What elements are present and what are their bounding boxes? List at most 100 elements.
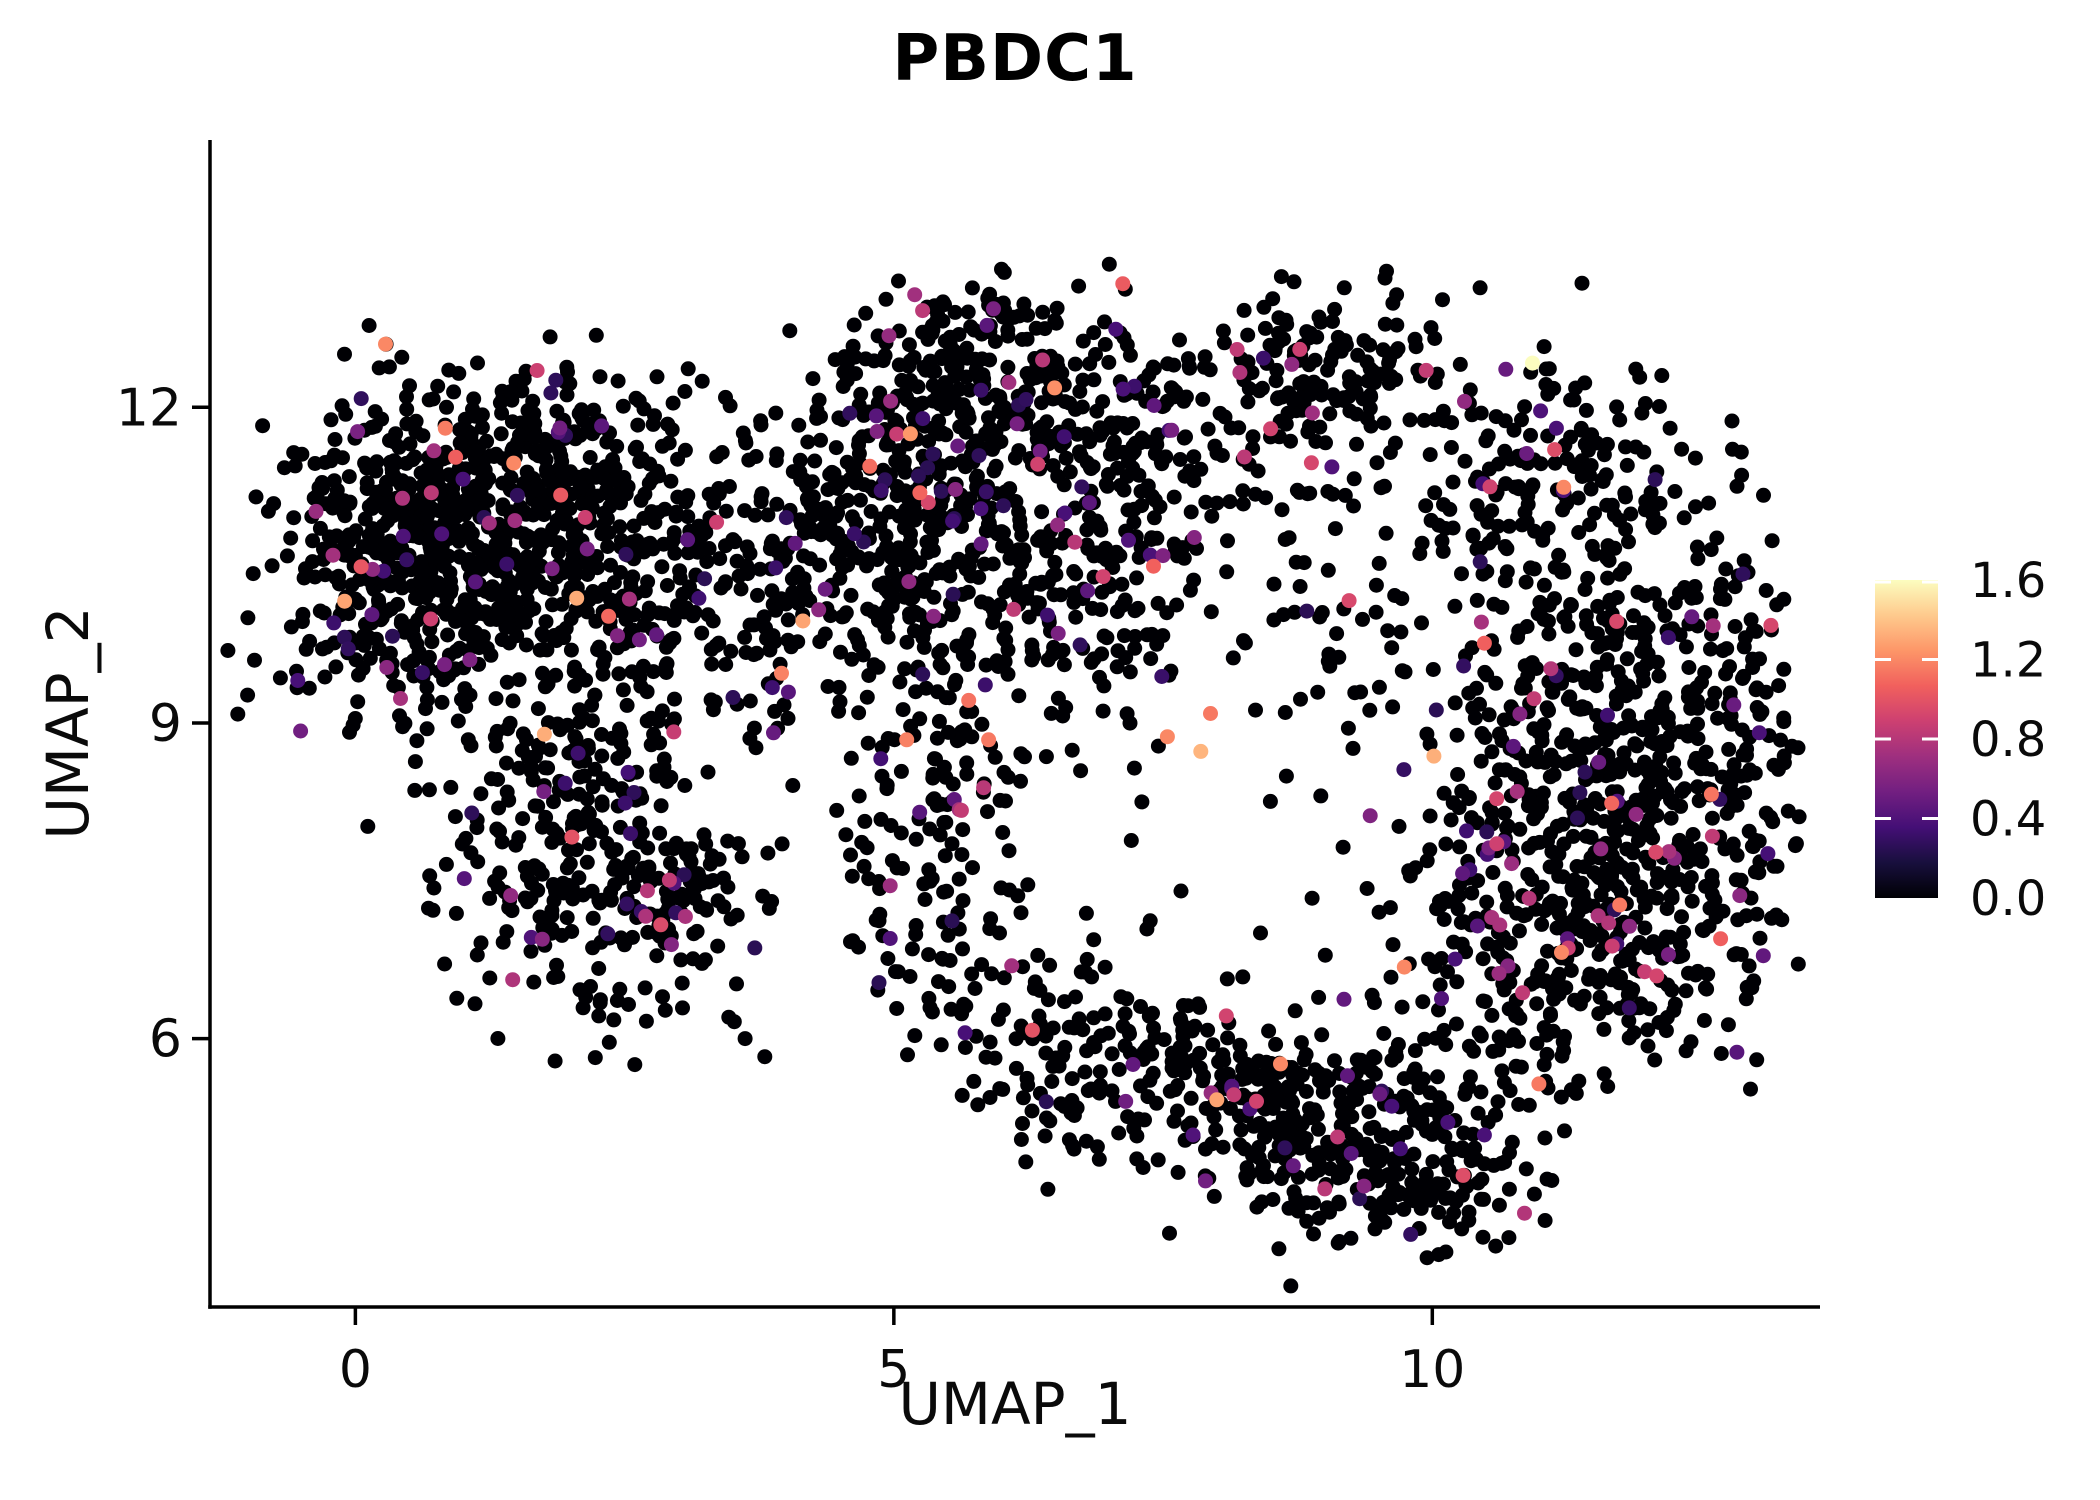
data-point [1529, 661, 1544, 676]
data-point [904, 941, 920, 957]
data-point [556, 885, 572, 901]
data-point [1624, 718, 1640, 734]
data-point [973, 501, 989, 517]
data-point [917, 892, 933, 907]
data-point [660, 416, 676, 432]
data-point [1310, 1121, 1326, 1137]
data-point [1577, 582, 1593, 597]
data-point [421, 392, 437, 408]
data-point [1489, 791, 1505, 807]
data-point [926, 751, 942, 767]
data-point [873, 483, 889, 499]
data-point [1548, 420, 1564, 436]
data-point [652, 825, 668, 841]
data-point [1078, 964, 1093, 980]
data-point [1443, 440, 1459, 455]
data-point [468, 625, 484, 640]
data-point [1368, 577, 1384, 593]
data-point [1083, 654, 1099, 670]
data-point [1255, 350, 1271, 366]
data-point [1039, 543, 1055, 559]
data-point [494, 834, 510, 850]
data-point [955, 822, 971, 838]
data-point [1559, 451, 1575, 467]
data-point [1431, 1247, 1447, 1263]
data-point [1577, 859, 1592, 875]
data-point [501, 900, 517, 916]
data-point [1696, 1013, 1712, 1028]
data-point [938, 814, 954, 830]
data-point [899, 634, 915, 650]
data-point [957, 722, 973, 738]
data-point [1540, 943, 1555, 959]
data-point [1536, 974, 1552, 989]
data-point [1092, 1064, 1108, 1080]
data-point [1022, 372, 1038, 388]
data-point [1517, 1205, 1532, 1221]
data-point [873, 511, 889, 527]
data-point [1625, 845, 1641, 861]
data-point [873, 811, 889, 827]
data-point [782, 323, 798, 339]
data-point [1628, 806, 1644, 822]
data-point [1679, 854, 1695, 870]
data-point [1361, 1104, 1377, 1120]
data-point [1547, 442, 1563, 458]
data-point [649, 369, 665, 385]
data-point [993, 880, 1009, 896]
data-point [1784, 738, 1800, 754]
data-point [386, 678, 402, 693]
data-point [1773, 732, 1788, 748]
data-point [1332, 1084, 1348, 1100]
data-point [1320, 562, 1336, 578]
data-point [247, 652, 262, 668]
data-point [902, 426, 918, 442]
data-point [590, 462, 606, 478]
data-point [1182, 582, 1198, 598]
data-point [603, 557, 618, 573]
data-point [1539, 1046, 1555, 1062]
data-point [340, 641, 356, 657]
data-point [443, 585, 459, 600]
data-point [1206, 1109, 1222, 1125]
data-point [996, 264, 1012, 280]
data-point [1202, 362, 1218, 378]
data-point [1146, 558, 1161, 574]
data-point [1647, 1052, 1663, 1068]
data-point [364, 607, 380, 623]
data-point [738, 645, 754, 660]
data-point [899, 732, 915, 748]
data-point [766, 725, 781, 741]
data-point [1192, 1045, 1208, 1061]
data-point [1609, 613, 1625, 629]
data-point [314, 475, 330, 490]
data-point [764, 533, 780, 549]
data-point [1311, 1210, 1327, 1226]
data-point [916, 639, 932, 655]
data-point [945, 776, 961, 792]
data-point [1571, 525, 1587, 540]
data-point [1435, 543, 1451, 559]
data-point [287, 458, 303, 474]
data-point [283, 619, 299, 635]
data-point [890, 964, 906, 980]
data-point [643, 710, 659, 726]
data-point [769, 496, 785, 512]
data-point [1537, 1130, 1553, 1146]
data-point [431, 545, 447, 561]
data-point [1356, 333, 1372, 349]
data-point [687, 605, 703, 620]
data-point [606, 575, 622, 591]
data-point [1704, 875, 1720, 891]
data-point [1687, 844, 1703, 860]
data-point [549, 825, 565, 841]
data-point [1726, 697, 1742, 713]
data-point [884, 563, 900, 579]
data-point [1652, 597, 1668, 613]
data-point [654, 703, 670, 719]
data-point [1482, 479, 1498, 495]
data-point [400, 657, 416, 673]
data-point [1387, 1155, 1402, 1171]
data-point [1156, 1032, 1172, 1048]
